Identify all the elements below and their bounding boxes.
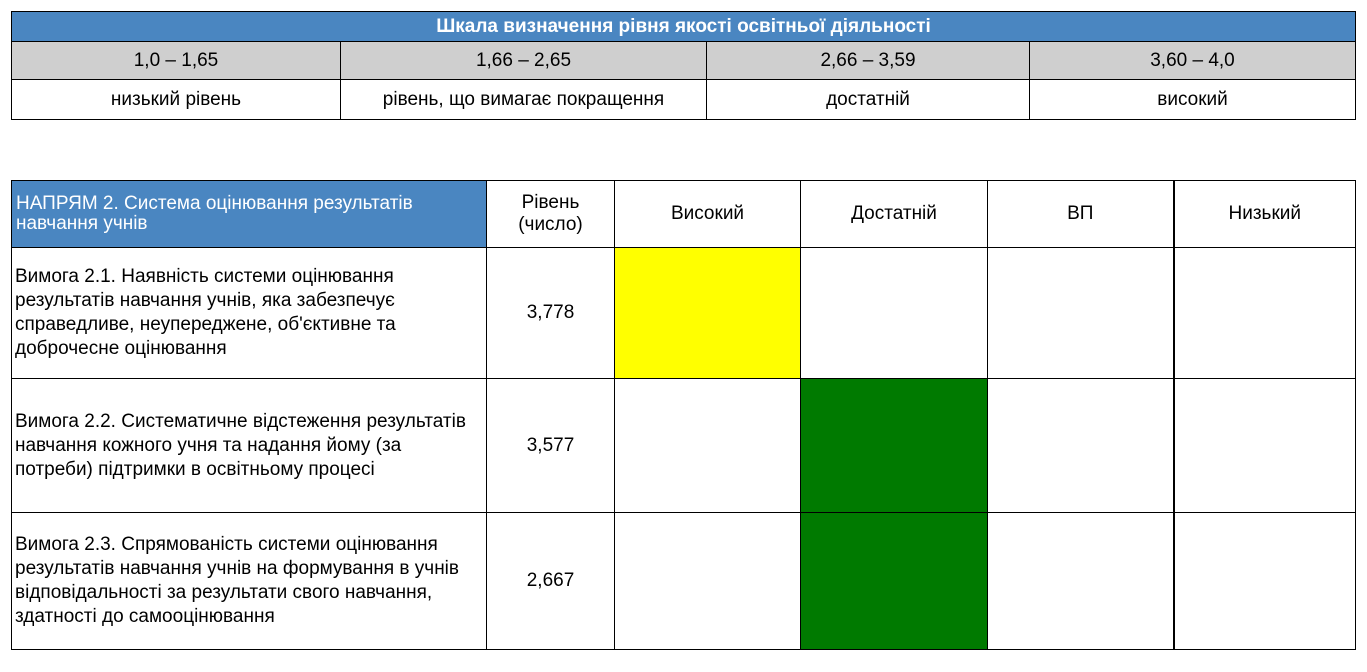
low-cell <box>1172 512 1356 650</box>
requirement-text: Вимога 2.3. Спрямованість системи оцінюв… <box>11 512 487 650</box>
requirement-text: Вимога 2.2. Систематичне відстеження рез… <box>11 378 487 513</box>
scale-label-improve: рівень, що вимагає покращення <box>340 79 707 120</box>
sufficient-cell <box>800 512 988 650</box>
level-header: Рівень (число) <box>486 180 615 248</box>
table-row: Вимога 2.2. Систематичне відстеження рез… <box>11 378 1356 513</box>
table-row: Вимога 2.3. Спрямованість системи оцінюв… <box>11 512 1356 650</box>
sufficient-cell <box>800 247 988 379</box>
low-cell <box>1172 247 1356 379</box>
level-value: 2,667 <box>486 512 615 650</box>
low-header: Низький <box>1172 180 1356 248</box>
scale-range-sufficient: 2,66 – 3,59 <box>706 41 1030 80</box>
scale-title: Шкала визначення рівня якості освітньої … <box>10 11 1357 42</box>
table-header-row: НАПРЯМ 2. Система оцінювання результатів… <box>11 180 1356 248</box>
sufficient-header: Достатній <box>800 180 988 248</box>
table-row: Вимога 2.1. Наявність системи оцінювання… <box>11 247 1356 379</box>
vp-header: ВП <box>987 180 1174 248</box>
scale-range-low: 1,0 – 1,65 <box>11 41 341 80</box>
low-cell <box>1172 378 1356 513</box>
high-cell <box>614 247 801 379</box>
quality-scale-table: Шкала визначення рівня якості освітньої … <box>10 11 1357 120</box>
level-value: 3,577 <box>486 378 615 513</box>
scale-label-high: високий <box>1028 79 1357 120</box>
vp-cell <box>987 512 1174 650</box>
high-cell <box>614 512 801 650</box>
vp-cell <box>987 247 1174 379</box>
requirement-text: Вимога 2.1. Наявність системи оцінювання… <box>11 247 487 379</box>
scale-range-improve: 1,66 – 2,65 <box>340 41 707 80</box>
scale-range-high: 3,60 – 4,0 <box>1028 41 1357 80</box>
level-value: 3,778 <box>486 247 615 379</box>
scale-label-low: низький рівень <box>11 79 341 120</box>
vp-cell <box>987 378 1174 513</box>
assessment-table: НАПРЯМ 2. Система оцінювання результатів… <box>11 180 1356 650</box>
high-cell <box>614 378 801 513</box>
direction-header: НАПРЯМ 2. Система оцінювання результатів… <box>11 180 487 248</box>
scale-label-sufficient: достатній <box>706 79 1030 120</box>
high-header: Високий <box>614 180 801 248</box>
sufficient-cell <box>800 378 988 513</box>
